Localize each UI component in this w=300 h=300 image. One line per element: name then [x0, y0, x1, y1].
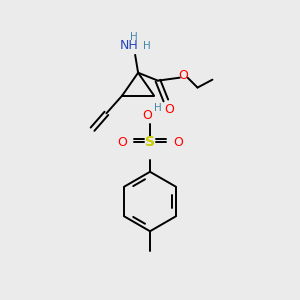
Text: NH: NH: [120, 40, 139, 52]
Text: S: S: [145, 135, 155, 149]
Text: O: O: [179, 69, 189, 82]
Text: H: H: [130, 32, 138, 42]
Text: H: H: [154, 103, 162, 113]
Text: O: O: [142, 109, 152, 122]
Text: O: O: [164, 103, 174, 116]
Text: O: O: [173, 136, 183, 148]
Text: O: O: [117, 136, 127, 148]
Text: H: H: [143, 41, 151, 51]
